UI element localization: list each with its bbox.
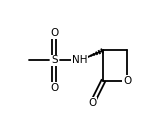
Text: O: O xyxy=(88,98,96,108)
Text: NH: NH xyxy=(72,55,87,66)
Text: O: O xyxy=(50,83,58,93)
Text: O: O xyxy=(123,76,132,86)
Text: S: S xyxy=(51,55,58,66)
Text: O: O xyxy=(50,28,58,38)
